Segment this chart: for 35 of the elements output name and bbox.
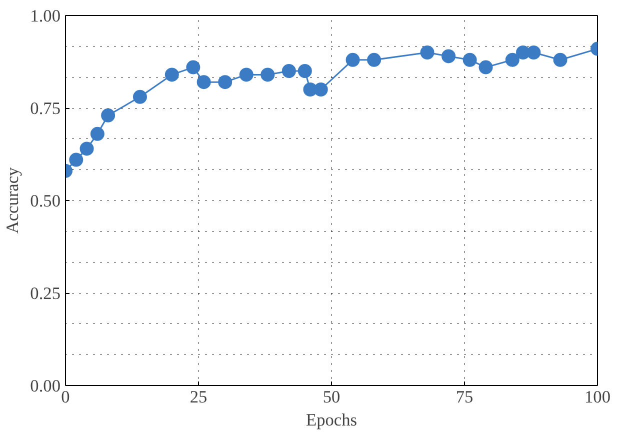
point — [298, 64, 312, 78]
point — [132, 90, 147, 104]
x-axis-title: Epochs — [306, 410, 358, 430]
x-tick-label: 0 — [61, 388, 70, 406]
point — [282, 64, 296, 78]
point — [526, 46, 541, 60]
x-tick-label: 75 — [456, 388, 474, 406]
x-tick-label: 50 — [322, 388, 340, 406]
point — [164, 68, 179, 82]
point — [367, 52, 382, 67]
y-axis-title: Accuracy — [3, 166, 22, 234]
point — [420, 46, 434, 60]
point — [101, 108, 116, 122]
point — [314, 82, 328, 96]
point — [239, 68, 254, 82]
point — [462, 52, 477, 67]
point — [442, 49, 456, 64]
point — [505, 52, 520, 67]
point — [346, 52, 360, 67]
point — [218, 75, 232, 90]
point — [69, 152, 84, 167]
point — [553, 52, 568, 67]
point — [478, 60, 493, 74]
point — [186, 60, 200, 74]
point — [196, 75, 211, 90]
y-tick-label: 0.25 — [30, 284, 61, 303]
y-tick-label: 0.75 — [30, 99, 61, 118]
point — [260, 68, 275, 82]
x-tick-label: 100 — [584, 388, 611, 406]
point — [90, 126, 104, 141]
y-tick-label: 1.00 — [30, 6, 61, 26]
y-tick-label: 0.00 — [30, 376, 61, 396]
point — [80, 142, 94, 156]
y-tick-label: 0.50 — [30, 192, 61, 210]
x-tick-label: 25 — [190, 388, 208, 406]
